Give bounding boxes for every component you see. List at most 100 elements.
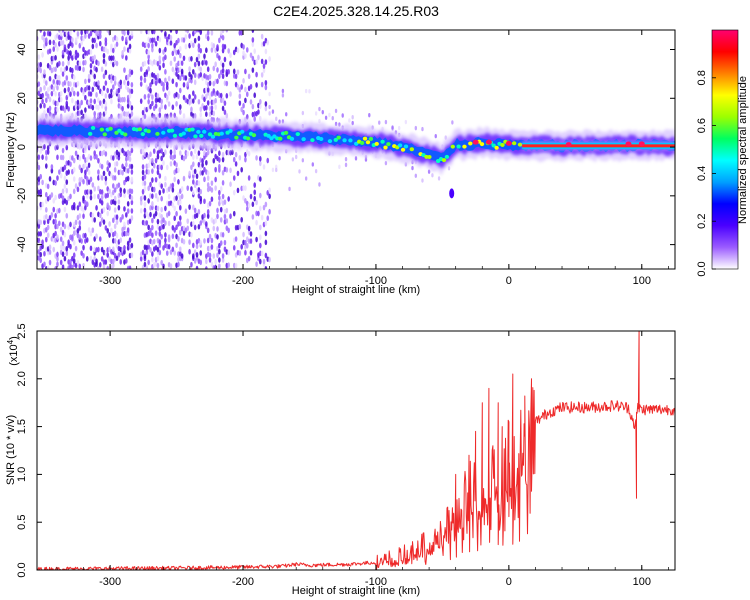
spectrogram-cell xyxy=(151,100,154,107)
spectrogram-cell xyxy=(102,98,106,105)
spectrogram-cell xyxy=(301,158,305,163)
x-tick-label: 100 xyxy=(633,576,651,588)
spectrogram-cell xyxy=(255,71,258,78)
spectrogram-cell xyxy=(95,42,98,49)
spectrogram-cell xyxy=(85,30,89,34)
spectrogram-cell xyxy=(130,30,134,37)
spectrogram-cell xyxy=(113,238,117,244)
spectrogram-cell xyxy=(69,30,72,36)
spectrogram-cell xyxy=(56,74,59,81)
spectrogram-cell xyxy=(180,60,184,66)
spectrogram-cell xyxy=(39,231,43,237)
spectrogram-cell xyxy=(95,30,98,37)
spectrogram-cell xyxy=(117,87,121,94)
spectrogram-cell xyxy=(264,201,268,208)
spectrogram-cell xyxy=(242,231,245,238)
spectrogram-cell xyxy=(255,59,258,65)
spectrogram-cell xyxy=(229,60,232,67)
spectrogram-cell xyxy=(210,261,214,268)
snr-x-ticks: -300 -200 -100 0 100 xyxy=(56,331,669,588)
spectrogram-cell xyxy=(214,104,217,110)
spectrogram-cell xyxy=(72,166,76,173)
spectrogram-cell xyxy=(175,100,178,107)
spectrogram-peak xyxy=(517,142,523,147)
spectrogram-peak xyxy=(266,133,271,138)
spectrogram-peak xyxy=(283,130,289,135)
spectrogram-cell xyxy=(188,66,191,72)
spectrogram-cell xyxy=(188,248,191,255)
spectrogram-cell xyxy=(93,217,96,223)
spectrogram-cell xyxy=(190,261,193,268)
spectrogram-cell xyxy=(95,258,98,265)
spectrogram-cell xyxy=(80,40,83,46)
spectrogram-cell xyxy=(102,219,106,225)
spectrogram-cell xyxy=(149,211,152,218)
spectrogram-cell xyxy=(139,207,143,214)
spectrogram-cell xyxy=(98,40,102,47)
spectrogram-cell xyxy=(156,164,160,171)
spectrogram-cell xyxy=(145,265,149,269)
spectrogram-cell xyxy=(128,93,132,99)
y-tick-label: -40 xyxy=(16,237,28,253)
spectrogram-cell xyxy=(89,189,93,196)
spectrogram-cell xyxy=(61,147,65,154)
spectrogram-cell xyxy=(182,113,186,119)
spectrogram-cell xyxy=(391,125,394,130)
spectrogram-cell xyxy=(52,39,56,46)
spectrogram-cell xyxy=(193,61,197,68)
spectrogram-peak xyxy=(462,144,467,149)
spectrogram-cell xyxy=(119,187,123,193)
spectrogram-cell xyxy=(45,198,48,205)
spectrogram-cell xyxy=(199,30,203,35)
spectrogram-cell xyxy=(182,230,186,236)
spectrogram-cell xyxy=(139,30,143,35)
spectrogram-cell xyxy=(162,245,165,251)
spectrogram-cell xyxy=(260,33,264,40)
spectrogram-cell xyxy=(102,259,106,265)
spectrogram-cell xyxy=(82,232,85,239)
spectrogram-cell xyxy=(203,212,206,219)
spectrogram-cell xyxy=(89,155,93,161)
spectrogram-cell xyxy=(84,204,87,211)
spectrogram-cell xyxy=(221,257,225,263)
spectrogram-cell xyxy=(397,125,401,131)
spectrogram-cell xyxy=(431,173,434,178)
spectrogram-cell xyxy=(186,185,190,191)
spectrogram-cell xyxy=(229,167,232,174)
spectrogram-cell xyxy=(404,119,408,125)
spectrogram-cell xyxy=(121,105,124,112)
spectrogram-cell xyxy=(76,52,80,58)
spectrogram-cell xyxy=(58,220,61,227)
snr-series xyxy=(37,331,675,570)
spectrogram-cell xyxy=(195,212,199,219)
spectrogram-cell xyxy=(102,170,106,177)
spectrogram-cell xyxy=(85,166,89,172)
spectrogram-cell xyxy=(203,176,206,183)
spectrogram-cell xyxy=(451,120,454,125)
spectrogram-peak xyxy=(444,154,450,159)
spectrogram-cell xyxy=(82,178,85,185)
spectrogram-cell xyxy=(242,109,245,116)
x-tick-label: -300 xyxy=(99,576,121,588)
spectrogram-cell xyxy=(199,220,203,226)
spectrogram-cell xyxy=(197,53,201,60)
spectrogram-cell xyxy=(69,91,72,97)
spectrogram-cell xyxy=(80,238,83,244)
spectrogram-cell xyxy=(255,261,258,267)
spectrogram-cell xyxy=(219,92,223,99)
spectrogram-cell xyxy=(214,61,217,68)
spectrogram-cell xyxy=(285,112,288,117)
spectrogram-cell xyxy=(216,78,219,85)
spectrogram-cell xyxy=(268,208,271,215)
spectrogram-cell xyxy=(78,234,82,240)
spectrogram-peak xyxy=(333,137,338,142)
spectrogram-cell xyxy=(141,180,145,187)
spectrogram-cell xyxy=(128,156,132,162)
spectrogram-cell xyxy=(162,160,165,166)
spectrogram-cell xyxy=(259,98,262,105)
spectrogram-cell xyxy=(171,78,175,85)
spectrogram-cell xyxy=(113,175,117,181)
spectrogram-cell xyxy=(54,218,57,225)
spectrogram-cell xyxy=(85,237,89,243)
